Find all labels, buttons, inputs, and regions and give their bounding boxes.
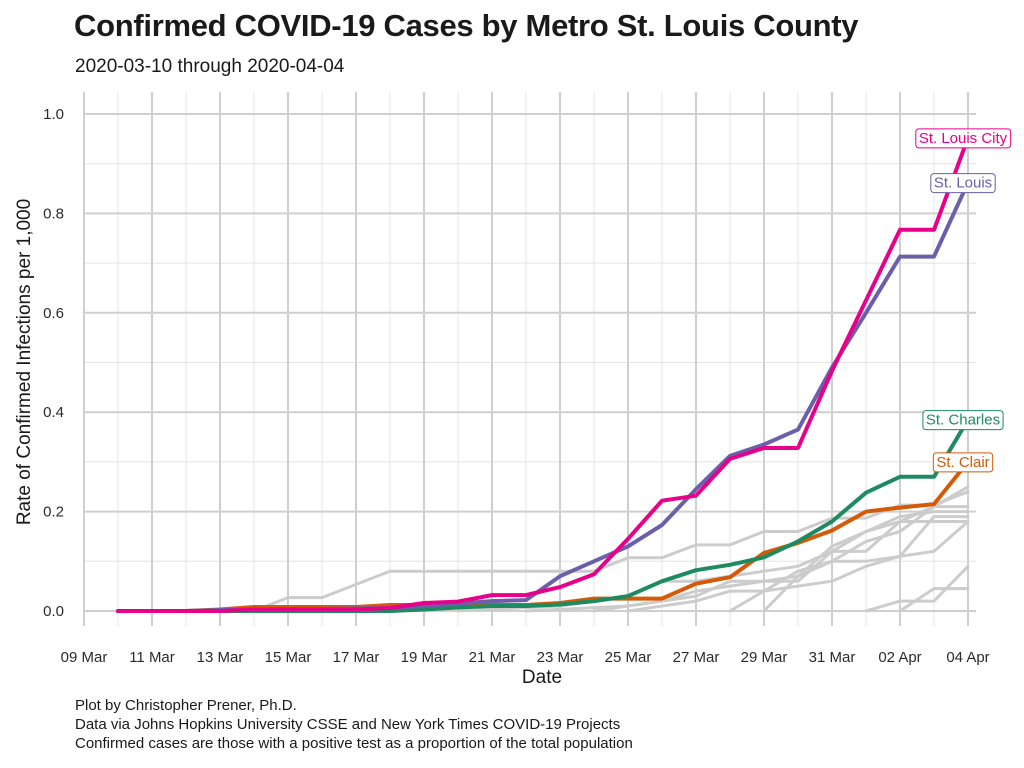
x-tick-label: 21 Mar — [469, 649, 516, 666]
series-label-st-clair: St. Clair — [932, 452, 994, 473]
x-tick-label: 15 Mar — [265, 649, 312, 666]
series-label-box — [930, 173, 996, 194]
background-series-line — [728, 520, 970, 613]
background-series-line — [252, 490, 970, 613]
series-label-st-charles: St. Charles — [922, 410, 1004, 431]
background-series-line — [898, 587, 970, 613]
series-label-st-louis: St. Louis — [930, 173, 996, 194]
series-label-text: St. Charles — [926, 412, 1000, 429]
chart-subtitle: 2020-03-10 through 2020-04-04 — [75, 56, 345, 77]
x-tick-label: 11 Mar — [129, 649, 175, 666]
y-tick-label: 0.0 — [43, 603, 64, 620]
x-tick-label: 25 Mar — [605, 649, 652, 666]
y-axis-title: Rate of Confirmed Infections per 1,000 — [14, 199, 35, 525]
series-line-st-louis-city — [116, 135, 970, 613]
x-tick-label: 09 Mar — [61, 649, 108, 666]
background-series-line — [626, 505, 970, 613]
x-tick-label: 23 Mar — [537, 649, 584, 666]
axis-ticks: 0.0 0.2 0.4 0.6 0.8 1.0 09 Mar 11 Mar 13 Mar 15 M… — [43, 106, 990, 666]
y-tick-label: 0.2 — [43, 504, 64, 521]
x-axis-title: Date — [522, 667, 562, 688]
series-label-text: St. Louis — [934, 175, 992, 192]
background-series — [252, 485, 970, 613]
caption-note: Confirmed cases are those with a positiv… — [75, 735, 633, 752]
x-tick-label: 27 Mar — [673, 649, 720, 666]
series-label-text: St. Clair — [936, 454, 989, 471]
series-label-box — [915, 128, 1012, 149]
background-series-line — [762, 515, 970, 613]
series-label-text: St. Louis City — [919, 130, 1008, 147]
x-tick-label: 31 Mar — [809, 649, 856, 666]
series-label-st-louis-city: St. Louis City — [915, 128, 1012, 149]
caption-author: Plot by Christopher Prener, Ph.D. — [75, 697, 297, 714]
x-tick-label: 29 Mar — [741, 649, 788, 666]
series-labels: St. Louis City St. Louis St. Charles St. Cl… — [915, 128, 1012, 473]
highlighted-series — [116, 135, 970, 613]
y-tick-label: 0.4 — [43, 404, 64, 421]
x-tick-label: 02 Apr — [878, 649, 921, 666]
x-tick-label: 13 Mar — [197, 649, 244, 666]
caption-source: Data via Johns Hopkins University CSSE a… — [75, 716, 621, 733]
y-tick-label: 0.8 — [43, 205, 64, 222]
x-tick-label: 17 Mar — [333, 649, 380, 666]
y-tick-label: 1.0 — [43, 106, 64, 123]
y-tick-label: 0.6 — [43, 305, 64, 322]
chart-title: Confirmed COVID-19 Cases by Metro St. Lo… — [74, 8, 859, 43]
x-tick-label: 04 Apr — [946, 649, 989, 666]
x-tick-label: 19 Mar — [401, 649, 448, 666]
series-label-box — [922, 410, 1004, 431]
series-label-box — [932, 452, 994, 473]
series-line-st-charles — [116, 417, 970, 613]
